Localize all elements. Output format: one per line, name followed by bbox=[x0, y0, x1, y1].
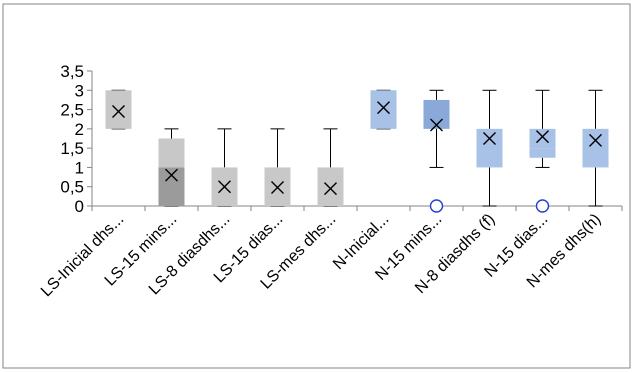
chart-border bbox=[2, 3, 631, 369]
boxes bbox=[105, 89, 609, 213]
mean-marker bbox=[536, 130, 549, 144]
mean-marker bbox=[165, 168, 178, 182]
outlier-point bbox=[429, 199, 444, 213]
box-2 bbox=[158, 128, 185, 207]
box-upper-section bbox=[476, 128, 503, 168]
mean-marker bbox=[589, 133, 602, 147]
y-tick-label: 2 bbox=[75, 120, 84, 139]
box-10 bbox=[582, 89, 609, 207]
y-tick-label: 3 bbox=[75, 81, 84, 100]
box-upper-section bbox=[529, 128, 556, 149]
box-4 bbox=[264, 128, 291, 207]
mean-marker bbox=[377, 101, 390, 115]
y-tick-label: 3,5 bbox=[60, 62, 84, 81]
y-tick-label: 0 bbox=[75, 197, 84, 216]
mean-marker bbox=[430, 118, 443, 132]
box-6 bbox=[370, 89, 397, 130]
box-8 bbox=[476, 89, 503, 207]
box-upper-section bbox=[370, 90, 397, 129]
y-tick-label: 1 bbox=[75, 158, 84, 177]
y-axis: 00,511,522,533,5 bbox=[60, 62, 93, 216]
y-tick-label: 0,5 bbox=[60, 178, 84, 197]
box-upper-section bbox=[582, 128, 609, 168]
box-lower-section bbox=[529, 148, 556, 158]
box-upper-section bbox=[158, 138, 185, 168]
mean-marker bbox=[271, 180, 284, 194]
box-upper-section bbox=[317, 167, 344, 206]
outlier-point bbox=[535, 199, 550, 213]
box-9 bbox=[529, 89, 556, 213]
box-lower-section bbox=[158, 167, 185, 206]
box-7 bbox=[423, 89, 450, 213]
y-tick-label: 1,5 bbox=[60, 139, 84, 158]
box-1 bbox=[105, 89, 132, 130]
y-tick-label: 2,5 bbox=[60, 101, 84, 120]
box-5 bbox=[317, 128, 344, 207]
box-3 bbox=[211, 128, 238, 207]
box-upper-section bbox=[105, 90, 132, 129]
mean-marker bbox=[483, 132, 496, 145]
mean-marker bbox=[112, 105, 125, 118]
mean-marker bbox=[218, 180, 231, 194]
mean-marker bbox=[324, 182, 337, 196]
